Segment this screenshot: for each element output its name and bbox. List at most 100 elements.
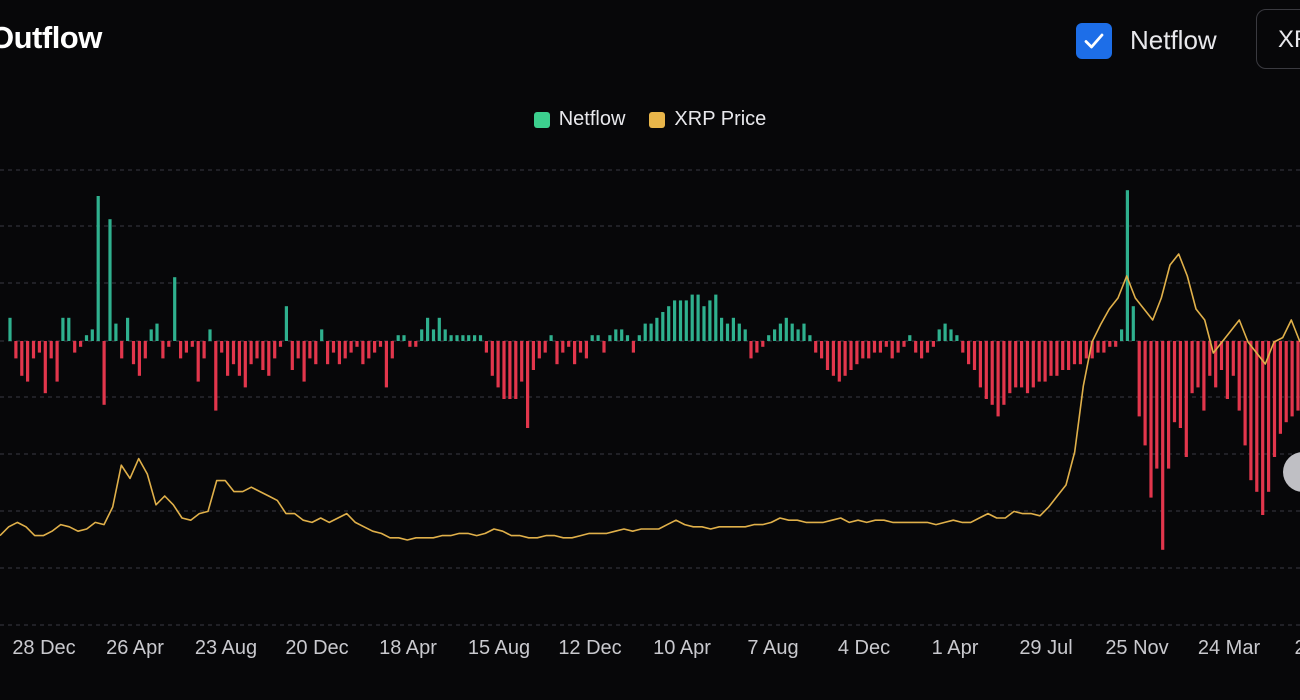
netflow-bar[interactable] [784,317,788,341]
netflow-bar[interactable] [1108,341,1112,347]
netflow-bar[interactable] [861,341,865,359]
netflow-bar[interactable] [602,341,606,353]
netflow-bar[interactable] [84,335,89,341]
netflow-bar[interactable] [484,341,488,353]
netflow-bar[interactable] [237,341,241,376]
netflow-bar[interactable] [79,341,83,347]
netflow-bar[interactable] [502,341,506,399]
netflow-bar[interactable] [461,335,465,341]
netflow-bar[interactable] [1255,341,1259,492]
netflow-bar[interactable] [978,341,982,388]
netflow-bar[interactable] [296,341,300,359]
netflow-bar[interactable] [996,341,1000,417]
netflow-bar[interactable] [102,341,106,405]
netflow-bar[interactable] [302,341,306,382]
netflow-bar[interactable] [884,341,888,347]
netflow-bar[interactable] [596,335,600,341]
netflow-bar[interactable] [208,329,212,341]
netflow-bar[interactable] [373,341,377,353]
netflow-bar[interactable] [120,341,124,359]
netflow-bar[interactable] [890,341,894,359]
netflow-bar[interactable] [1184,341,1188,457]
netflow-bar[interactable] [831,341,835,376]
netflow-bar[interactable] [1131,306,1135,341]
netflow-bar[interactable] [690,294,694,341]
netflow-bar[interactable] [937,329,941,341]
netflow-bar[interactable] [661,312,665,341]
netflow-bar[interactable] [202,341,206,359]
netflow-bar[interactable] [896,341,900,353]
netflow-bar[interactable] [1284,341,1288,423]
netflow-bar[interactable] [1043,341,1047,382]
netflow-bar[interactable] [702,306,706,341]
netflow-bar[interactable] [590,335,594,341]
netflow-bar[interactable] [1061,341,1065,370]
netflow-bar[interactable] [1290,341,1294,417]
netflow-bar[interactable] [1037,341,1041,382]
netflow-bar[interactable] [284,306,288,341]
netflow-bar[interactable] [725,323,730,341]
netflow-bar[interactable] [426,317,430,341]
netflow-bar[interactable] [1055,341,1059,376]
netflow-bar[interactable] [190,341,194,347]
netflow-bar[interactable] [96,196,100,341]
netflow-bar[interactable] [584,341,588,359]
netflow-bar[interactable] [155,323,159,341]
netflow-bar[interactable] [431,329,436,341]
netflow-bar[interactable] [743,329,747,341]
netflow-bar[interactable] [349,341,353,353]
netflow-checkbox[interactable] [1076,23,1112,59]
netflow-bar[interactable] [220,341,224,353]
netflow-bar[interactable] [1078,341,1082,365]
netflow-bar[interactable] [478,335,483,341]
netflow-bar[interactable] [1208,341,1212,376]
netflow-bar[interactable] [173,277,177,341]
netflow-bar[interactable] [1243,341,1247,446]
netflow-bar[interactable] [1178,341,1182,428]
netflow-bar[interactable] [49,341,53,359]
netflow-bar[interactable] [902,341,906,347]
netflow-bar[interactable] [314,341,318,365]
netflow-bar[interactable] [496,341,500,388]
netflow-bar[interactable] [1008,341,1012,394]
netflow-bar[interactable] [1172,341,1177,423]
netflow-bar[interactable] [643,323,647,341]
netflow-bar[interactable] [1084,341,1088,359]
netflow-bar[interactable] [625,335,630,341]
netflow-bar[interactable] [949,329,953,341]
netflow-bar[interactable] [1125,190,1129,341]
netflow-bar[interactable] [278,341,283,347]
netflow-bar[interactable] [61,317,65,341]
netflow-bar[interactable] [767,335,771,341]
netflow-bar[interactable] [878,341,882,353]
netflow-bar[interactable] [526,341,530,428]
netflow-bar[interactable] [473,335,477,341]
netflow-bar[interactable] [37,341,41,353]
chat-bubble-icon[interactable] [1283,452,1300,492]
netflow-bar[interactable] [249,341,253,365]
netflow-bar[interactable] [31,341,36,359]
netflow-bar[interactable] [1072,341,1077,365]
netflow-bar[interactable] [1219,341,1224,370]
netflow-bar[interactable] [43,341,47,394]
netflow-bar[interactable] [655,317,659,341]
netflow-bar[interactable] [749,341,753,359]
netflow-bar[interactable] [714,294,718,341]
netflow-bar[interactable] [914,341,918,353]
netflow-bar[interactable] [179,341,183,359]
netflow-bar[interactable] [443,329,447,341]
netflow-bar[interactable] [855,341,859,365]
netflow-bar[interactable] [755,341,759,353]
netflow-bar[interactable] [990,341,994,405]
netflow-bar[interactable] [790,323,794,341]
netflow-bar[interactable] [337,341,341,365]
netflow-bar[interactable] [778,323,782,341]
netflow-bar[interactable] [814,341,818,353]
netflow-bar[interactable] [543,341,547,353]
netflow-bar[interactable] [555,341,559,365]
netflow-bar[interactable] [967,341,971,365]
netflow-bar[interactable] [872,341,877,353]
netflow-bar[interactable] [1120,329,1124,341]
netflow-bar[interactable] [820,341,824,359]
netflow-bar[interactable] [984,341,988,399]
